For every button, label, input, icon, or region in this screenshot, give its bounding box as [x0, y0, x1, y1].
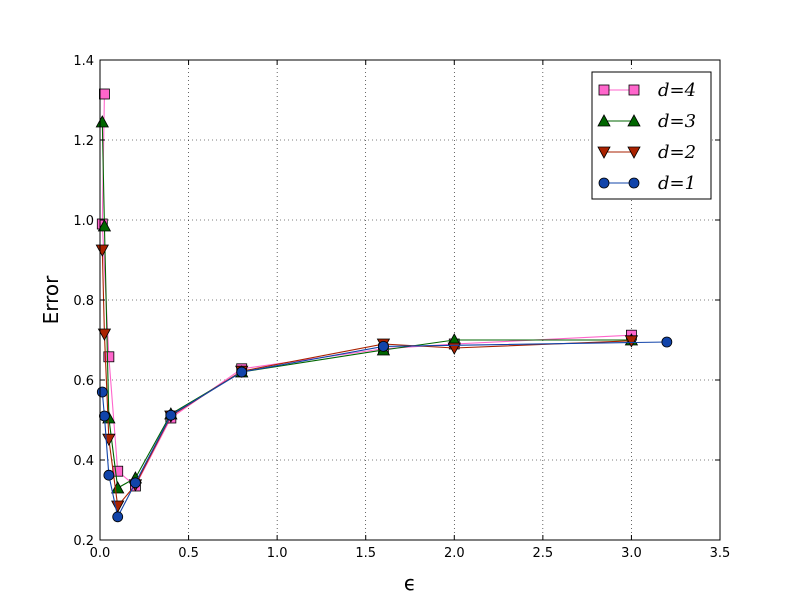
data-point — [624, 335, 639, 348]
legend-entry: d=4 — [598, 80, 696, 101]
data-point — [96, 386, 108, 398]
y-axis-label: Error — [39, 275, 63, 325]
x-tick-label: 1.0 — [267, 546, 288, 561]
y-tick-label: 1.0 — [73, 214, 94, 229]
data-point — [97, 219, 112, 232]
y-tick-label: 1.2 — [73, 134, 94, 149]
data-point — [97, 328, 112, 341]
data-point — [661, 336, 673, 348]
x-tick-label: 1.5 — [355, 546, 376, 561]
y-tick-label: 0.6 — [73, 374, 94, 389]
legend-entry: d=2 — [597, 142, 696, 163]
data-point — [103, 351, 115, 363]
data-point — [103, 469, 115, 481]
legend-entry: d=3 — [597, 111, 696, 132]
data-point — [165, 409, 177, 421]
data-point — [112, 511, 124, 523]
legend-marker — [628, 177, 640, 189]
series-line — [101, 121, 632, 489]
axis-ticks: 0.0 0.5 1.0 1.5 2.0 2.5 3.0 3.5 0.2 0.4 0.6 0.8 1.0 1… — [73, 54, 730, 561]
y-tick-label: 1.4 — [73, 54, 94, 69]
y-tick-label: 0.2 — [73, 534, 94, 549]
data-point — [236, 366, 248, 378]
series-layer — [95, 88, 673, 523]
legend-marker — [598, 84, 610, 96]
data-point — [99, 88, 110, 100]
legend-entry: d=1 — [598, 173, 696, 194]
x-tick-label: 2.5 — [533, 546, 554, 561]
legend-box — [591, 71, 712, 200]
data-point — [378, 340, 389, 352]
legend-marker — [598, 177, 610, 189]
legend-marker — [597, 146, 611, 159]
legend-label: d=4 — [658, 80, 696, 101]
x-tick-label: 2.0 — [444, 546, 465, 561]
legend-label: d=2 — [658, 142, 696, 163]
data-point — [99, 410, 110, 422]
x-tick-label: 3.0 — [621, 546, 642, 561]
legend-marker — [627, 146, 641, 159]
legend-marker — [597, 114, 611, 127]
y-tick-label: 0.8 — [73, 294, 94, 309]
x-tick-label: 0.0 — [90, 546, 111, 561]
legend-marker — [628, 84, 640, 96]
data-point — [130, 477, 141, 489]
legend: d=4 d=3 d=2 d=1 — [591, 71, 712, 200]
data-point — [95, 244, 109, 257]
y-tick-label: 0.4 — [73, 454, 94, 469]
data-point — [95, 115, 109, 128]
x-tick-label: 0.5 — [178, 546, 199, 561]
legend-marker — [627, 114, 641, 127]
legend-label: d=1 — [658, 173, 696, 194]
grid — [100, 60, 720, 540]
x-tick-label: 3.5 — [710, 546, 731, 561]
x-axis-label: ϵ — [404, 571, 416, 595]
legend-label: d=3 — [658, 111, 696, 132]
